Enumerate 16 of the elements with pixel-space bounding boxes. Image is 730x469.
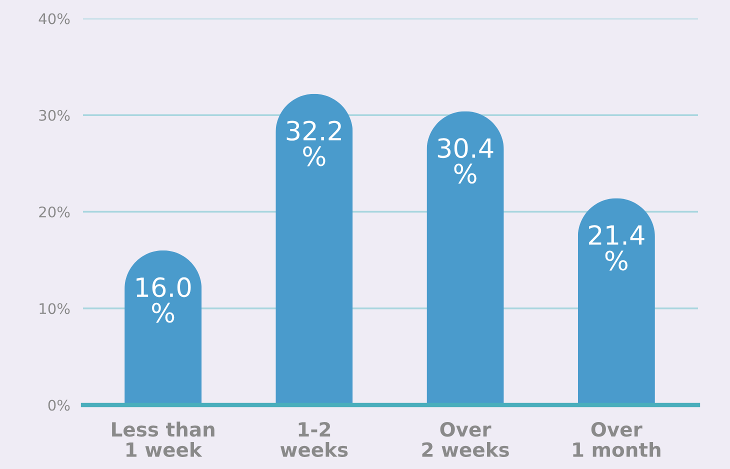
x-tick-label: Over 2 weeks (422, 422, 509, 458)
data-label: 30.4 % (438, 138, 494, 184)
bar (578, 198, 655, 405)
data-label: 32.2 % (286, 120, 341, 166)
x-tick-label: 1-2 weeks (280, 422, 348, 458)
x-tick-label: Less than 1 week (112, 422, 214, 458)
data-label: 21.4 % (588, 225, 644, 271)
bar (276, 94, 353, 405)
y-tick-label: 40% (38, 13, 70, 24)
data-label: 16.0 % (136, 277, 191, 323)
y-tick-label: 0% (48, 400, 70, 411)
bar (426, 111, 504, 405)
y-tick-label: 10% (40, 303, 70, 314)
y-tick-label: 30% (39, 110, 70, 121)
y-tick-label: 20% (39, 206, 70, 218)
x-tick-label: Over 1 month (573, 422, 660, 458)
